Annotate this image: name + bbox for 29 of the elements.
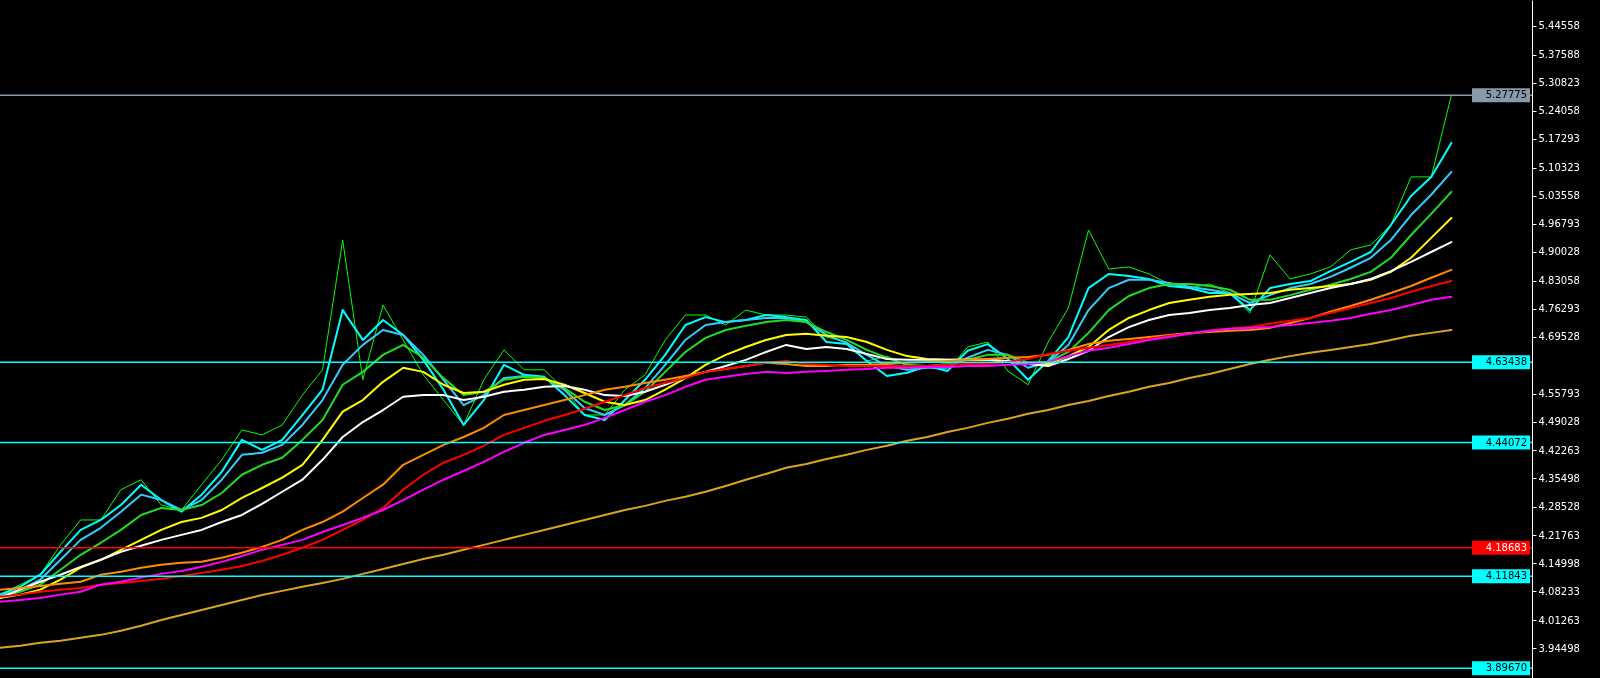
ref-line-label: 3.89670 — [1485, 662, 1527, 674]
ref-line-label: 4.18683 — [1485, 541, 1527, 553]
y-tick-label: 5.10323 — [1538, 162, 1580, 174]
y-tick-label: 5.24058 — [1538, 105, 1580, 117]
y-tick-label: 4.49028 — [1538, 416, 1580, 428]
y-tick-label: 3.94498 — [1538, 642, 1580, 654]
y-tick-label: 5.03558 — [1538, 190, 1580, 202]
y-tick-label: 4.08233 — [1538, 585, 1580, 597]
ref-line-label: 4.63438 — [1485, 356, 1527, 368]
y-tick-label: 5.17293 — [1538, 133, 1580, 145]
y-tick-label: 4.35498 — [1538, 472, 1580, 484]
y-tick-label: 4.83058 — [1538, 275, 1580, 287]
y-tick-label: 4.96793 — [1538, 218, 1580, 230]
y-tick-label: 4.21763 — [1538, 529, 1580, 541]
y-tick-label: 4.01263 — [1538, 614, 1580, 626]
y-tick-label: 4.55793 — [1538, 388, 1580, 400]
y-tick-label: 4.76293 — [1538, 303, 1580, 315]
y-tick-label: 4.28528 — [1538, 501, 1580, 513]
ref-line-label: 4.44072 — [1485, 436, 1527, 448]
y-tick-label: 5.44558 — [1538, 20, 1580, 32]
y-tick-label: 4.90028 — [1538, 246, 1580, 258]
ref-line-label: 4.11843 — [1485, 570, 1527, 582]
y-tick-label: 5.30823 — [1538, 77, 1580, 89]
line-series — [0, 328, 1453, 649]
y-tick-label: 4.69528 — [1538, 331, 1580, 343]
y-tick-label: 4.42263 — [1538, 444, 1580, 456]
ref-line-label: 5.27775 — [1485, 89, 1527, 101]
y-tick-label: 4.14998 — [1538, 557, 1580, 569]
y-tick-label: 5.37588 — [1538, 49, 1580, 61]
